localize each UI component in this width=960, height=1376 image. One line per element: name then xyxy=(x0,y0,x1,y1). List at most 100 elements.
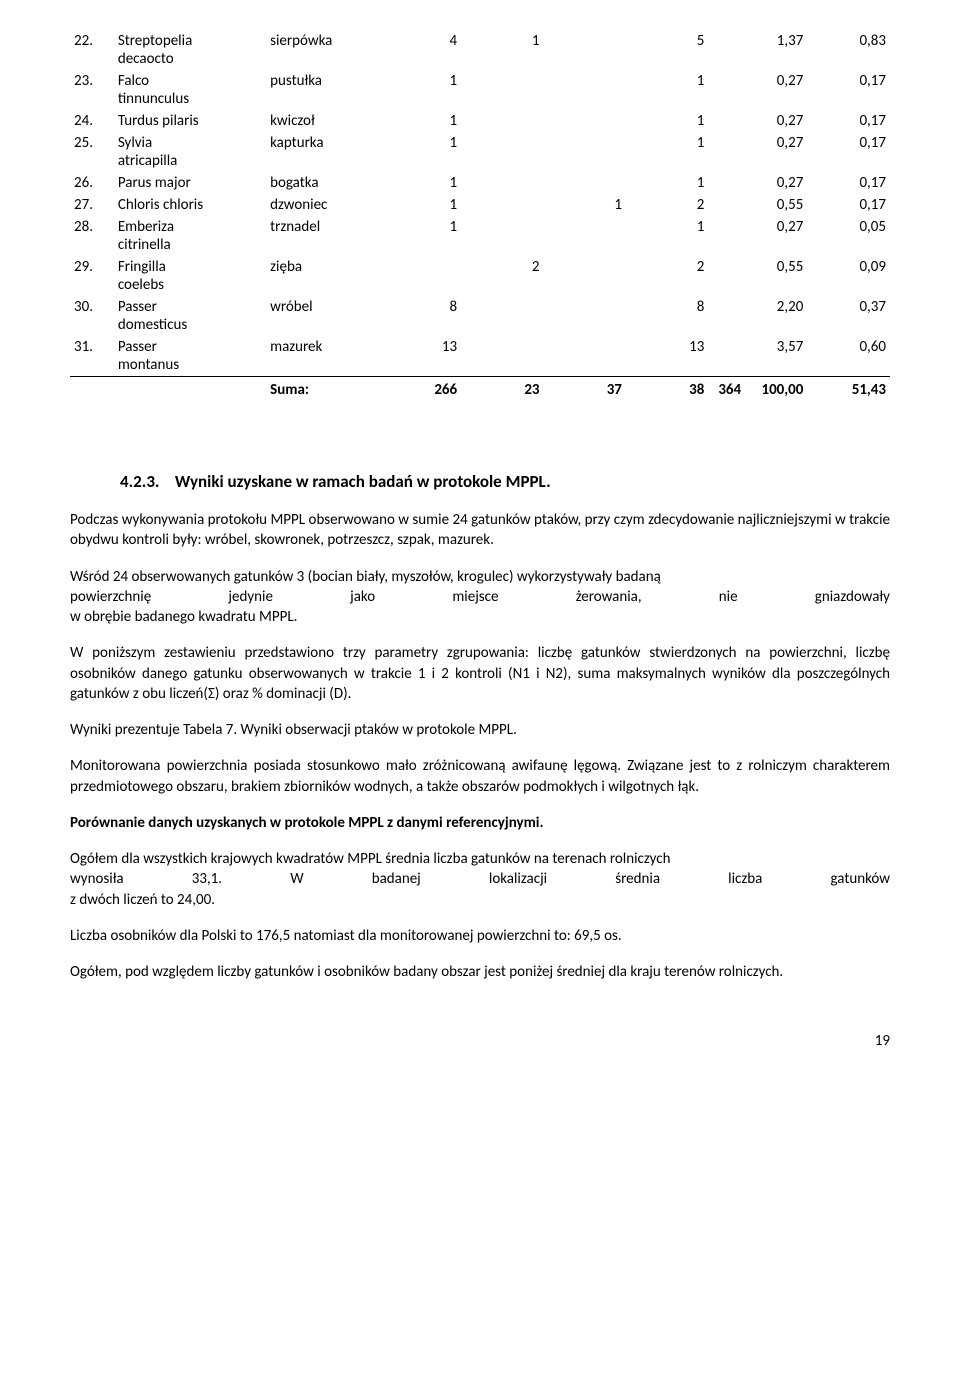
paragraph: Liczba osobników dla Polski to 176,5 nat… xyxy=(70,926,890,946)
word: W xyxy=(290,869,303,889)
table-row: 27.Chloris chlorisdzwoniec1120,550,17 xyxy=(70,194,890,216)
polish-name: kwiczoł xyxy=(266,110,379,132)
latin-name: Chloris chloris xyxy=(114,194,266,216)
row-number: 24. xyxy=(70,110,114,132)
word: liczba xyxy=(728,869,762,889)
value-cell: 0,27 xyxy=(708,110,807,132)
sum-cell: 23 xyxy=(461,377,543,402)
value-cell: 0,55 xyxy=(708,194,807,216)
latin-name: Falcotinnunculus xyxy=(114,70,266,110)
value-cell: 0,09 xyxy=(807,256,890,296)
value-cell: 1 xyxy=(626,110,708,132)
value-cell xyxy=(544,110,626,132)
word: żerowania, xyxy=(576,587,642,607)
latin-name: Passermontanus xyxy=(114,336,266,377)
row-number: 25. xyxy=(70,132,114,172)
section-heading: 4.2.3. Wyniki uzyskane w ramach badań w … xyxy=(120,471,890,492)
value-cell xyxy=(461,216,543,256)
value-cell: 0,27 xyxy=(708,172,807,194)
polish-name: pustułka xyxy=(266,70,379,110)
value-cell: 4 xyxy=(379,30,461,70)
value-cell: 1 xyxy=(626,132,708,172)
sum-cell: 38 xyxy=(626,377,708,402)
text-line: w obrębie badanego kwadratu MPPL. xyxy=(70,607,890,627)
value-cell xyxy=(544,256,626,296)
table-row: 28.Emberizacitrinellatrznadel110,270,05 xyxy=(70,216,890,256)
text-line: powierzchnięjedyniejakomiejsceżerowania,… xyxy=(70,587,890,607)
table-row: 24.Turdus pilariskwiczoł110,270,17 xyxy=(70,110,890,132)
value-cell xyxy=(544,296,626,336)
text-line: z dwóch liczeń to 24,00. xyxy=(70,890,890,910)
value-cell: 1 xyxy=(379,132,461,172)
polish-name: zięba xyxy=(266,256,379,296)
paragraph: Monitorowana powierzchnia posiada stosun… xyxy=(70,756,890,797)
polish-name: trznadel xyxy=(266,216,379,256)
value-cell: 2 xyxy=(626,194,708,216)
word: lokalizacji xyxy=(489,869,547,889)
row-number: 22. xyxy=(70,30,114,70)
latin-name: Parus major xyxy=(114,172,266,194)
value-cell: 1 xyxy=(379,110,461,132)
value-cell: 1 xyxy=(626,172,708,194)
table-row: 23.Falcotinnunculuspustułka110,270,17 xyxy=(70,70,890,110)
heading-text: Wyniki uzyskane w ramach badań w protoko… xyxy=(175,471,551,492)
table-row: 22.Streptopeliadecaoctosierpówka4151,370… xyxy=(70,30,890,70)
paragraph: W poniższym zestawieniu przedstawiono tr… xyxy=(70,643,890,704)
value-cell: 3,57 xyxy=(708,336,807,377)
value-cell: 2 xyxy=(461,256,543,296)
value-cell: 0,17 xyxy=(807,194,890,216)
latin-name: Turdus pilaris xyxy=(114,110,266,132)
sum-cell: 364 100,00 xyxy=(708,377,807,402)
heading-number: 4.2.3. xyxy=(120,471,159,492)
latin-name: Streptopeliadecaocto xyxy=(114,30,266,70)
value-cell: 1 xyxy=(626,216,708,256)
value-cell: 0,27 xyxy=(708,70,807,110)
value-cell xyxy=(544,172,626,194)
word: wynosiła xyxy=(70,869,124,889)
sum-label: Suma: xyxy=(266,377,379,402)
value-cell xyxy=(544,336,626,377)
value-cell xyxy=(461,172,543,194)
value-cell xyxy=(379,256,461,296)
page-number: 19 xyxy=(70,1032,890,1050)
value-cell: 1 xyxy=(544,194,626,216)
word: miejsce xyxy=(452,587,498,607)
text-line: wynosiła33,1.Wbadanejlokalizacjiśrednial… xyxy=(70,869,890,889)
paragraph: Ogółem dla wszystkich krajowych kwadrató… xyxy=(70,849,890,910)
value-cell: 8 xyxy=(626,296,708,336)
value-cell: 1 xyxy=(626,70,708,110)
word: badanej xyxy=(372,869,421,889)
table-row: 25.Sylviaatricapillakapturka110,270,17 xyxy=(70,132,890,172)
polish-name: wróbel xyxy=(266,296,379,336)
value-cell xyxy=(544,132,626,172)
value-cell: 5 xyxy=(626,30,708,70)
row-number: 23. xyxy=(70,70,114,110)
value-cell: 0,17 xyxy=(807,110,890,132)
value-cell: 0,55 xyxy=(708,256,807,296)
row-number: 26. xyxy=(70,172,114,194)
value-cell: 0,60 xyxy=(807,336,890,377)
polish-name: sierpówka xyxy=(266,30,379,70)
value-cell: 0,17 xyxy=(807,172,890,194)
paragraph: Ogółem, pod względem liczby gatunków i o… xyxy=(70,962,890,982)
value-cell xyxy=(544,30,626,70)
sum-row: Suma:266233738364 100,0051,43 xyxy=(70,377,890,402)
value-cell: 0,27 xyxy=(708,216,807,256)
value-cell xyxy=(461,70,543,110)
value-cell: 1 xyxy=(379,70,461,110)
value-cell: 0,37 xyxy=(807,296,890,336)
table-row: 29.Fringillacoelebszięba220,550,09 xyxy=(70,256,890,296)
polish-name: dzwoniec xyxy=(266,194,379,216)
value-cell xyxy=(461,296,543,336)
value-cell: 2 xyxy=(626,256,708,296)
value-cell xyxy=(461,132,543,172)
text-line: Ogółem dla wszystkich krajowych kwadrató… xyxy=(70,849,890,869)
value-cell: 8 xyxy=(379,296,461,336)
latin-name: Emberizacitrinella xyxy=(114,216,266,256)
value-cell: 1 xyxy=(461,30,543,70)
polish-name: mazurek xyxy=(266,336,379,377)
sum-cell: 51,43 xyxy=(807,377,890,402)
paragraph-bold: Porównanie danych uzyskanych w protokole… xyxy=(70,813,890,833)
value-cell xyxy=(461,194,543,216)
value-cell: 0,27 xyxy=(708,132,807,172)
